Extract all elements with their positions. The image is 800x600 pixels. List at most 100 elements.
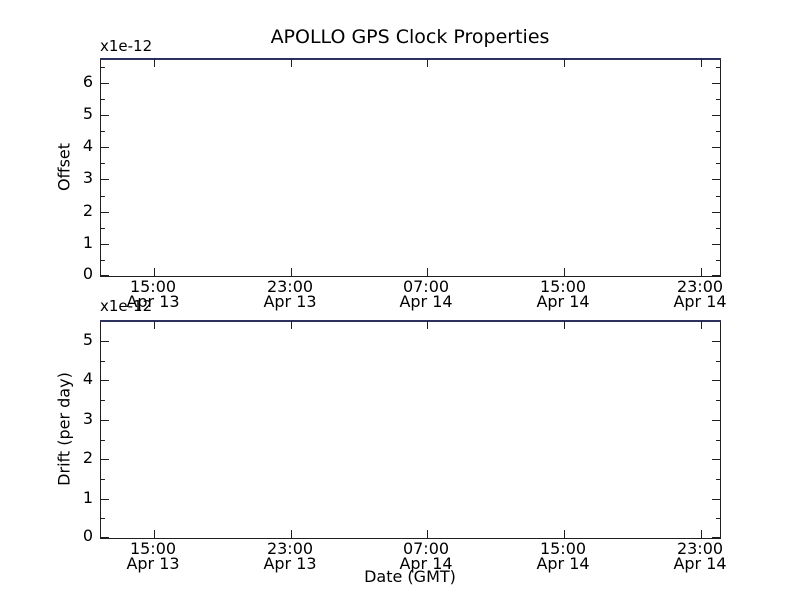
y-minor-tick [716, 260, 720, 261]
x-major-tick [427, 321, 428, 329]
y-major-tick [101, 459, 109, 460]
drift-axis-label: Drift (per day) [54, 372, 74, 486]
y-minor-tick [101, 361, 105, 362]
y-major-tick [712, 244, 720, 245]
chart-title: APOLLO GPS Clock Properties [270, 26, 550, 48]
x-tick-label: 15:00 Apr 14 [536, 539, 590, 573]
y-tick-label: 1 [82, 488, 93, 507]
y-minor-tick [716, 518, 720, 519]
y-tick-label: 5 [82, 104, 93, 123]
x-major-tick [427, 268, 428, 276]
offset-scale-multiplier: x1e-12 [100, 37, 153, 55]
y-major-tick [712, 537, 720, 538]
y-major-tick [101, 179, 109, 180]
y-tick-label: 4 [82, 136, 93, 155]
x-major-tick [427, 59, 428, 67]
drift-top-edge-line [100, 320, 721, 322]
y-minor-tick [101, 99, 105, 100]
y-major-tick [712, 499, 720, 500]
y-tick-label: 4 [82, 369, 93, 388]
y-minor-tick [101, 260, 105, 261]
x-major-tick [701, 268, 702, 276]
y-minor-tick [101, 163, 105, 164]
x-tick-label: 15:00 Apr 14 [536, 277, 590, 311]
y-major-tick [101, 499, 109, 500]
y-minor-tick [101, 67, 105, 68]
x-major-tick [291, 321, 292, 329]
y-major-tick [101, 83, 109, 84]
x-tick-label: 15:00 Apr 13 [126, 539, 180, 573]
x-major-tick [154, 59, 155, 67]
y-major-tick [101, 420, 109, 421]
x-major-tick [154, 268, 155, 276]
y-tick-label: 5 [82, 330, 93, 349]
x-axis-label: Date (GMT) [364, 567, 456, 586]
y-tick-label: 2 [82, 201, 93, 220]
x-major-tick [701, 59, 702, 67]
y-major-tick [712, 341, 720, 342]
offset-top-edge-line [100, 58, 721, 60]
y-minor-tick [716, 196, 720, 197]
x-tick-label: 23:00 Apr 14 [673, 277, 727, 311]
x-major-tick [701, 321, 702, 329]
y-major-tick [101, 244, 109, 245]
x-major-tick [291, 59, 292, 67]
x-tick-label: 23:00 Apr 14 [673, 539, 727, 573]
y-minor-tick [716, 99, 720, 100]
y-minor-tick [101, 518, 105, 519]
y-major-tick [712, 147, 720, 148]
y-major-tick [101, 115, 109, 116]
y-major-tick [712, 83, 720, 84]
x-tick-label: 07:00 Apr 14 [399, 539, 453, 573]
y-major-tick [712, 380, 720, 381]
drift-plot-area [100, 320, 721, 539]
x-major-tick [291, 268, 292, 276]
y-tick-label: 3 [82, 409, 93, 428]
y-minor-tick [716, 228, 720, 229]
y-major-tick [101, 537, 109, 538]
y-tick-label: 0 [82, 526, 93, 545]
y-minor-tick [716, 440, 720, 441]
x-major-tick [564, 268, 565, 276]
x-major-tick [291, 530, 292, 538]
x-tick-label: 23:00 Apr 13 [263, 539, 317, 573]
y-minor-tick [716, 163, 720, 164]
y-tick-label: 6 [82, 72, 93, 91]
offset-plot-area [100, 58, 721, 277]
y-major-tick [101, 380, 109, 381]
x-tick-label: 07:00 Apr 14 [399, 277, 453, 311]
x-major-tick [564, 530, 565, 538]
y-minor-tick [101, 440, 105, 441]
y-minor-tick [101, 196, 105, 197]
y-major-tick [101, 275, 109, 276]
y-minor-tick [101, 479, 105, 480]
y-major-tick [712, 212, 720, 213]
y-tick-label: 2 [82, 448, 93, 467]
y-major-tick [712, 115, 720, 116]
y-minor-tick [716, 400, 720, 401]
x-tick-label: 15:00 Apr 13 [126, 277, 180, 311]
y-minor-tick [101, 400, 105, 401]
drift-scale-multiplier: x1e-12 [100, 297, 153, 315]
x-major-tick [564, 321, 565, 329]
y-major-tick [712, 420, 720, 421]
y-minor-tick [716, 479, 720, 480]
y-minor-tick [716, 131, 720, 132]
y-tick-label: 0 [82, 264, 93, 283]
y-minor-tick [716, 67, 720, 68]
x-major-tick [427, 530, 428, 538]
y-minor-tick [101, 228, 105, 229]
y-major-tick [101, 341, 109, 342]
x-major-tick [564, 59, 565, 67]
y-major-tick [712, 275, 720, 276]
y-minor-tick [716, 361, 720, 362]
y-major-tick [101, 147, 109, 148]
x-major-tick [154, 530, 155, 538]
y-minor-tick [101, 131, 105, 132]
y-major-tick [712, 459, 720, 460]
x-major-tick [701, 530, 702, 538]
y-tick-label: 3 [82, 168, 93, 187]
y-tick-label: 1 [82, 233, 93, 252]
y-major-tick [101, 212, 109, 213]
